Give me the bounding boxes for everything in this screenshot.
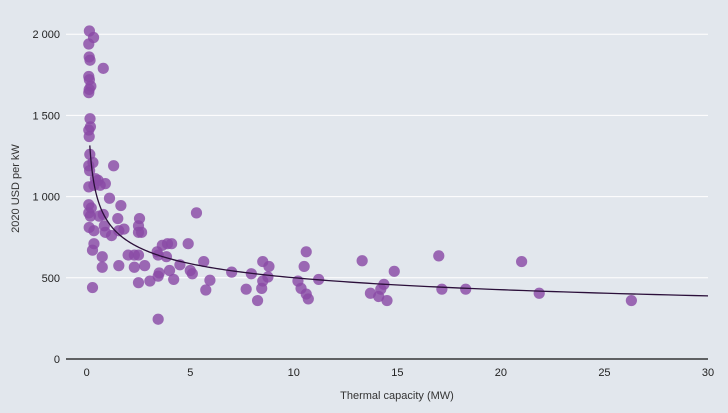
x-tick-label: 25 — [598, 367, 610, 379]
y-tick-label: 2 000 — [32, 29, 60, 41]
data-point — [381, 294, 393, 307]
data-point — [302, 293, 314, 305]
data-point — [96, 261, 108, 273]
data-point — [433, 250, 445, 262]
y-tick-label: 1 500 — [32, 110, 60, 122]
data-point — [132, 277, 145, 289]
data-point — [182, 238, 194, 250]
data-point — [132, 249, 145, 261]
data-point — [118, 223, 130, 235]
data-point — [436, 283, 448, 295]
data-point — [300, 246, 312, 258]
x-tick-label: 15 — [391, 367, 403, 379]
data-point — [251, 294, 264, 307]
data-point — [256, 282, 268, 294]
data-point — [186, 268, 198, 280]
data-point — [108, 160, 120, 172]
data-point — [86, 281, 99, 294]
x-tick-labels: 0 5 10 15 20 25 30 — [84, 367, 714, 379]
grid-lines — [66, 33, 708, 279]
data-point — [168, 273, 180, 286]
data-point — [83, 130, 95, 143]
data-point — [516, 255, 528, 268]
data-point — [115, 199, 127, 212]
trendline — [89, 145, 709, 297]
data-point — [99, 178, 111, 190]
y-tick-labels: 0 500 1 000 1 500 2 000 — [32, 29, 60, 366]
data-point — [97, 62, 109, 74]
data-point — [113, 260, 125, 272]
data-point — [84, 210, 97, 222]
data-point — [86, 244, 99, 256]
y-tick-label: 500 — [42, 273, 60, 285]
data-point — [83, 38, 95, 50]
data-point — [152, 270, 164, 282]
y-axis-title: 2020 USD per kW — [10, 144, 22, 233]
x-tick-label: 5 — [187, 367, 193, 379]
y-tick-label: 0 — [54, 354, 60, 366]
data-point — [88, 225, 100, 237]
data-point — [200, 284, 212, 296]
data-point — [139, 260, 151, 272]
x-tick-label: 0 — [84, 367, 90, 379]
data-point — [103, 192, 116, 204]
data-point — [460, 283, 472, 295]
data-point — [112, 212, 124, 225]
data-point — [356, 255, 368, 267]
data-point — [204, 274, 216, 286]
data-point — [128, 261, 140, 273]
x-tick-label: 20 — [495, 367, 507, 379]
data-point — [625, 294, 637, 307]
data-point — [83, 87, 95, 99]
y-tick-label: 1 000 — [32, 192, 60, 204]
x-axis-title: Thermal capacity (MW) — [340, 390, 454, 402]
data-point — [166, 238, 178, 250]
data-point — [163, 264, 176, 277]
data-point — [144, 275, 156, 287]
data-point — [152, 313, 164, 325]
data-point — [84, 54, 96, 66]
data-point — [160, 251, 173, 263]
data-point — [135, 226, 148, 238]
data-point — [96, 251, 108, 263]
data-point — [263, 260, 275, 273]
data-point — [373, 290, 385, 303]
data-point — [226, 266, 238, 278]
data-point — [298, 260, 310, 273]
data-point — [190, 207, 203, 219]
data-point — [388, 265, 400, 277]
x-tick-label: 30 — [702, 367, 714, 379]
data-point — [198, 255, 210, 268]
data-points — [83, 25, 637, 325]
data-point — [533, 287, 545, 299]
x-tick-label: 10 — [288, 367, 300, 379]
data-point — [240, 283, 252, 295]
data-point — [84, 113, 96, 125]
